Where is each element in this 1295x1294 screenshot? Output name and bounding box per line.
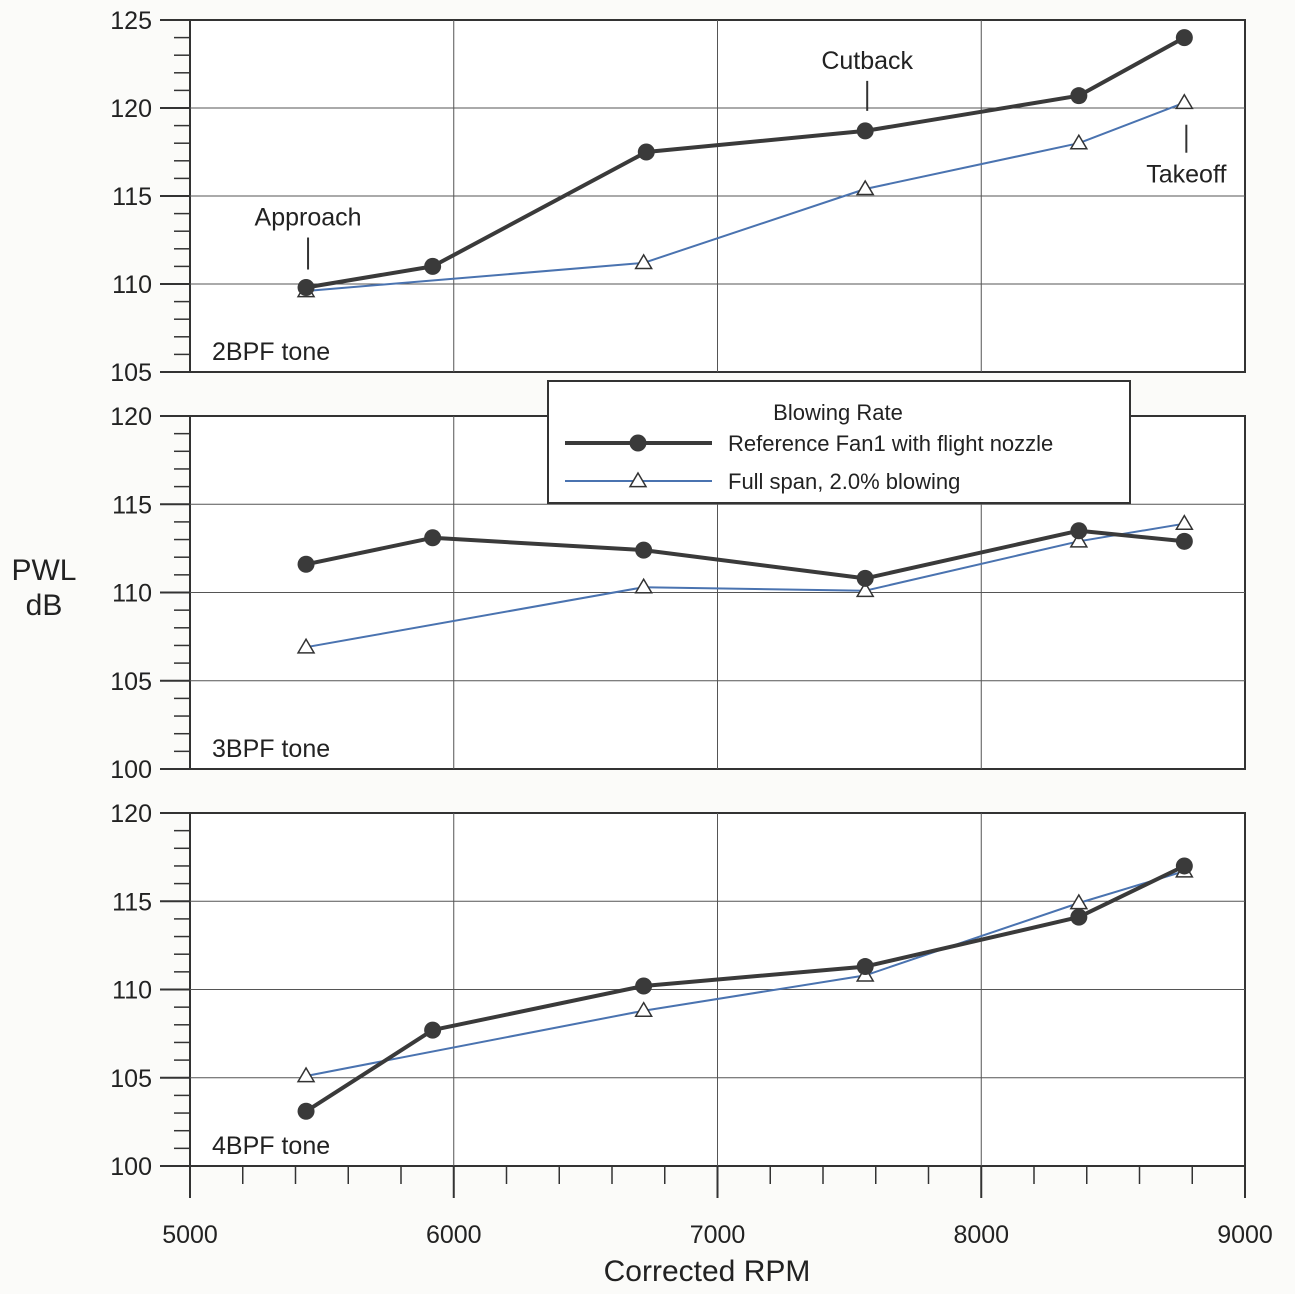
- data-point: [297, 555, 315, 573]
- x-tick-label: 9000: [1217, 1221, 1273, 1249]
- data-point: [1175, 29, 1193, 47]
- series-reference: [297, 857, 1193, 1120]
- axis-titles: PWL dB Corrected RPM: [11, 554, 810, 1288]
- data-point: [1070, 522, 1088, 540]
- y-tick-label: 110: [112, 271, 152, 299]
- y-tick-label: 105: [110, 668, 152, 696]
- data-point: [1175, 514, 1194, 531]
- data-point: [297, 279, 315, 297]
- legend-marker: [628, 471, 648, 488]
- annotation-approach: Approach: [255, 204, 362, 270]
- x-tick-label: 5000: [162, 1221, 218, 1249]
- data-point: [297, 1102, 315, 1120]
- data-point: [634, 1001, 653, 1018]
- data-point: [424, 529, 442, 547]
- y-tick-label: 100: [110, 1153, 152, 1181]
- x-axis-title: Corrected RPM: [604, 1255, 811, 1288]
- panel-1: 105 110 115 120 125 2BPF tone: [110, 7, 1246, 387]
- data-point: [634, 253, 653, 270]
- data-point: [856, 569, 874, 587]
- x-tick-label: 7000: [690, 1221, 746, 1249]
- legend-entry: Full span, 2.0% blowing: [565, 469, 960, 494]
- y-tick-label: 105: [110, 359, 152, 387]
- legend-label: Full span, 2.0% blowing: [728, 469, 960, 494]
- data-point: [855, 179, 875, 196]
- data-point: [637, 143, 655, 161]
- annotation-label: Cutback: [821, 47, 913, 75]
- series-line: [305, 528, 1185, 581]
- y-tick-label: 110: [112, 580, 152, 608]
- data-point: [634, 577, 653, 594]
- legend-label: Reference Fan1 with flight nozzle: [728, 431, 1053, 456]
- legend-entry: Reference Fan1 with flight nozzle: [565, 431, 1053, 456]
- data-point: [856, 958, 874, 976]
- annotation-label: Approach: [255, 204, 362, 232]
- data-point: [856, 122, 874, 140]
- series-line: [305, 864, 1186, 1113]
- data-point: [1175, 532, 1193, 550]
- annotation-takeoff: Takeoff: [1146, 124, 1226, 189]
- data-point: [1069, 531, 1089, 548]
- panel-3: 100 105 110 115 120 4BPF tone 5000 6000 7000 8000…: [110, 800, 1273, 1249]
- series-line: [305, 35, 1186, 290]
- data-point: [1069, 893, 1089, 910]
- y-tick-label: 105: [110, 1065, 152, 1093]
- data-point: [424, 1021, 442, 1039]
- annotation-cutback: Cutback: [821, 47, 914, 111]
- panel-label: 2BPF tone: [212, 338, 330, 366]
- y-tick-label: 120: [110, 95, 152, 123]
- legend: Blowing Rate Reference Fan1 with flight …: [547, 380, 1131, 504]
- annotation-label: Takeoff: [1146, 161, 1226, 189]
- data-point: [855, 581, 875, 598]
- series-reference: [297, 522, 1193, 587]
- series-reference: [297, 29, 1193, 297]
- y-axis-title-line1: PWL: [11, 554, 76, 587]
- legend-title: Blowing Rate: [773, 400, 903, 425]
- data-point: [1070, 908, 1088, 926]
- y-tick-label: 110: [112, 977, 152, 1005]
- data-point: [1070, 87, 1088, 105]
- data-point: [296, 637, 316, 654]
- data-point: [1175, 93, 1194, 110]
- y-tick-label: 115: [112, 888, 152, 916]
- panel-label: 4BPF tone: [212, 1132, 330, 1160]
- panel-label: 3BPF tone: [212, 735, 330, 763]
- data-point: [635, 541, 653, 559]
- y-axis-title-line2: dB: [26, 589, 63, 622]
- legend-box: [547, 380, 1131, 504]
- y-tick-label: 115: [112, 183, 152, 211]
- y-tick-label: 115: [112, 491, 152, 519]
- y-tick-label: 120: [110, 403, 152, 431]
- y-tick-label: 100: [110, 756, 152, 784]
- data-point: [424, 257, 442, 275]
- y-tick-label: 120: [110, 800, 152, 828]
- data-point: [635, 977, 653, 995]
- annotations-layer: Approach Cutback Takeoff: [255, 47, 1226, 270]
- y-tick-label: 125: [110, 7, 152, 35]
- x-tick-label: 6000: [426, 1221, 482, 1249]
- panels-layer: 105 110 115 120 125 2BPF tone 100 105 110 115 120 3…: [110, 7, 1273, 1249]
- data-point: [1069, 133, 1089, 150]
- legend-entries: Reference Fan1 with flight nozzle Full sp…: [565, 431, 1053, 494]
- legend-marker: [629, 434, 647, 452]
- x-tick-label: 8000: [953, 1221, 1009, 1249]
- data-point: [296, 1066, 316, 1083]
- data-point: [1175, 857, 1193, 875]
